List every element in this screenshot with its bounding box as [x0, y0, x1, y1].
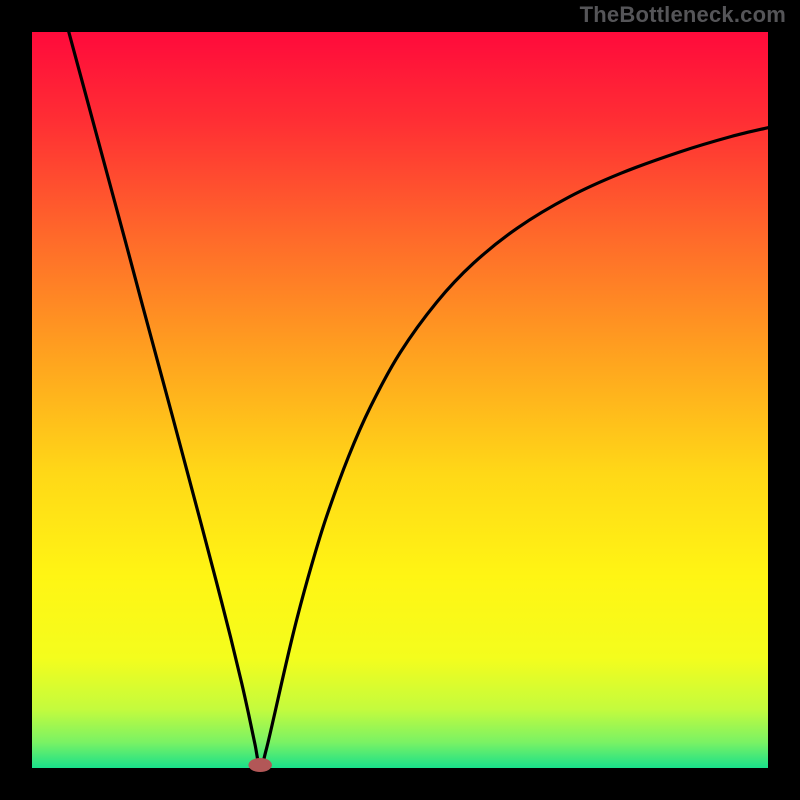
minimum-marker: [248, 758, 272, 772]
bottleneck-chart: TheBottleneck.com: [0, 0, 800, 800]
watermark-text: TheBottleneck.com: [580, 2, 786, 28]
chart-svg: [0, 0, 800, 800]
plot-area: [32, 32, 768, 768]
